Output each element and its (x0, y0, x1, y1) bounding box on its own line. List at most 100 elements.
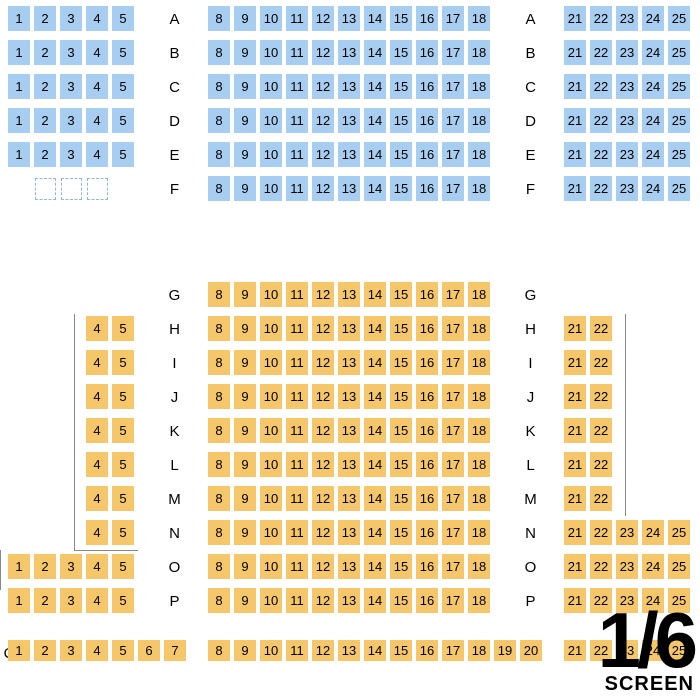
seat-15[interactable]: 15 (390, 40, 413, 66)
seat-21[interactable]: 21 (564, 108, 587, 134)
seat-12[interactable]: 12 (312, 6, 335, 32)
seat-10[interactable]: 10 (260, 176, 283, 202)
seat-8[interactable]: 8 (208, 108, 231, 134)
seat-12[interactable]: 12 (312, 74, 335, 100)
seat-12[interactable]: 12 (312, 554, 335, 580)
seat-8[interactable]: 8 (208, 384, 231, 410)
seat-11[interactable]: 11 (286, 142, 309, 168)
seat-10[interactable]: 10 (260, 6, 283, 32)
seat-14[interactable]: 14 (364, 350, 387, 376)
seat-15[interactable]: 15 (390, 588, 413, 614)
seat-22[interactable]: 22 (590, 74, 613, 100)
seat-22[interactable]: 22 (590, 350, 613, 376)
seat-24[interactable]: 24 (642, 554, 665, 580)
seat-11[interactable]: 11 (286, 6, 309, 32)
seat-15[interactable]: 15 (390, 316, 413, 342)
seat-18[interactable]: 18 (468, 486, 491, 512)
seat-16[interactable]: 16 (416, 108, 439, 134)
seat-16[interactable]: 16 (416, 384, 439, 410)
seat-15[interactable]: 15 (390, 452, 413, 478)
seat-17[interactable]: 17 (442, 74, 465, 100)
seat-10[interactable]: 10 (260, 142, 283, 168)
seat-4[interactable]: 4 (86, 74, 109, 100)
seat-11[interactable]: 11 (286, 40, 309, 66)
seat-11[interactable]: 11 (286, 74, 309, 100)
seat-15[interactable]: 15 (390, 554, 413, 580)
seat-19[interactable]: 19 (494, 640, 517, 662)
seat-12[interactable]: 12 (312, 316, 335, 342)
seat-13[interactable]: 13 (338, 384, 361, 410)
seat-25[interactable]: 25 (668, 74, 691, 100)
seat-10[interactable]: 10 (260, 384, 283, 410)
seat-14[interactable]: 14 (364, 74, 387, 100)
seat-11[interactable]: 11 (286, 640, 309, 662)
seat-5[interactable]: 5 (112, 418, 135, 444)
seat-25[interactable]: 25 (668, 520, 691, 546)
seat-25[interactable]: 25 (668, 640, 691, 662)
seat-5[interactable]: 5 (112, 640, 135, 662)
seat-10[interactable]: 10 (260, 588, 283, 614)
seat-22[interactable]: 22 (590, 176, 613, 202)
seat-9[interactable]: 9 (234, 282, 257, 308)
seat-14[interactable]: 14 (364, 384, 387, 410)
seat-13[interactable]: 13 (338, 486, 361, 512)
seat-14[interactable]: 14 (364, 6, 387, 32)
seat-3[interactable]: 3 (60, 108, 83, 134)
seat-7[interactable]: 7 (164, 640, 187, 662)
seat-13[interactable]: 13 (338, 176, 361, 202)
seat-16[interactable]: 16 (416, 418, 439, 444)
seat-23[interactable]: 23 (616, 74, 639, 100)
seat-1[interactable]: 1 (8, 6, 31, 32)
seat-1[interactable]: 1 (8, 554, 31, 580)
seat-4[interactable]: 4 (86, 384, 109, 410)
seat-21[interactable]: 21 (564, 384, 587, 410)
seat-24[interactable]: 24 (642, 108, 665, 134)
seat-21[interactable]: 21 (564, 640, 587, 662)
seat-10[interactable]: 10 (260, 282, 283, 308)
seat-5[interactable]: 5 (112, 452, 135, 478)
seat-10[interactable]: 10 (260, 74, 283, 100)
seat-4[interactable]: 4 (86, 6, 109, 32)
seat-14[interactable]: 14 (364, 282, 387, 308)
seat-8[interactable]: 8 (208, 316, 231, 342)
seat-9[interactable]: 9 (234, 40, 257, 66)
seat-5[interactable]: 5 (112, 316, 135, 342)
seat-5[interactable]: 5 (112, 384, 135, 410)
seat-14[interactable]: 14 (364, 418, 387, 444)
seat-3[interactable]: 3 (60, 6, 83, 32)
seat-18[interactable]: 18 (468, 142, 491, 168)
seat-17[interactable]: 17 (442, 588, 465, 614)
seat-2[interactable]: 2 (34, 74, 57, 100)
seat-4[interactable]: 4 (86, 554, 109, 580)
seat-9[interactable]: 9 (234, 486, 257, 512)
seat-3[interactable]: 3 (60, 588, 83, 614)
seat-8[interactable]: 8 (208, 520, 231, 546)
seat-16[interactable]: 16 (416, 176, 439, 202)
seat-17[interactable]: 17 (442, 108, 465, 134)
seat-15[interactable]: 15 (390, 350, 413, 376)
seat-5[interactable]: 5 (112, 554, 135, 580)
seat-11[interactable]: 11 (286, 282, 309, 308)
seat-10[interactable]: 10 (260, 554, 283, 580)
seat-16[interactable]: 16 (416, 142, 439, 168)
seat-2[interactable]: 2 (34, 142, 57, 168)
seat-1[interactable]: 1 (8, 40, 31, 66)
seat-11[interactable]: 11 (286, 418, 309, 444)
seat-14[interactable]: 14 (364, 142, 387, 168)
seat-23[interactable]: 23 (616, 640, 639, 662)
seat-17[interactable]: 17 (442, 418, 465, 444)
seat-22[interactable]: 22 (590, 486, 613, 512)
seat-5[interactable]: 5 (112, 74, 135, 100)
seat-4[interactable]: 4 (86, 452, 109, 478)
seat-2[interactable]: 2 (34, 6, 57, 32)
seat-4[interactable]: 4 (86, 316, 109, 342)
seat-12[interactable]: 12 (312, 384, 335, 410)
seat-13[interactable]: 13 (338, 74, 361, 100)
seat-3[interactable]: 3 (60, 40, 83, 66)
seat-14[interactable]: 14 (364, 40, 387, 66)
seat-13[interactable]: 13 (338, 142, 361, 168)
seat-2[interactable]: 2 (34, 108, 57, 134)
seat-24[interactable]: 24 (642, 6, 665, 32)
seat-17[interactable]: 17 (442, 350, 465, 376)
seat-14[interactable]: 14 (364, 176, 387, 202)
